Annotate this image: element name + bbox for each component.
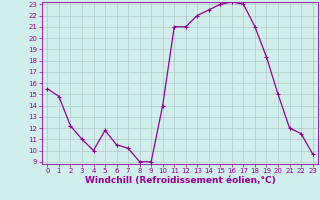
X-axis label: Windchill (Refroidissement éolien,°C): Windchill (Refroidissement éolien,°C) xyxy=(84,176,276,185)
